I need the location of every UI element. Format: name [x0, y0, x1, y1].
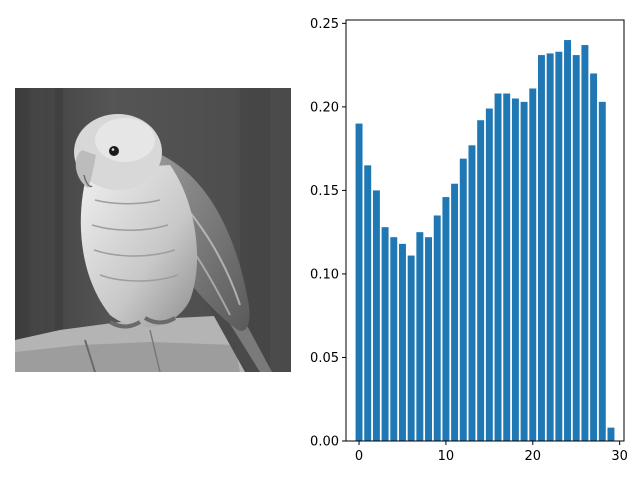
x-axis: 0 10 20 30	[355, 441, 628, 464]
bar-29	[607, 427, 615, 441]
bar-6	[407, 255, 415, 441]
bar-4	[390, 237, 398, 441]
y-tick-label: 0.25	[310, 17, 339, 32]
y-tick-label: 0.00	[310, 435, 339, 450]
bar-10	[442, 197, 450, 441]
bar-22	[546, 53, 554, 442]
bar-20	[529, 88, 537, 441]
bar-8	[425, 237, 433, 441]
bar-19	[520, 101, 528, 441]
bar-3	[381, 227, 389, 441]
bar-24	[564, 40, 572, 442]
y-tick-label: 0.20	[310, 100, 339, 115]
bar-chart: 0.00 0.05 0.10 0.15 0.20 0.25 0 10 20 30	[310, 17, 628, 464]
bar-16	[494, 93, 502, 441]
y-tick-label: 0.10	[310, 267, 339, 282]
y-tick-label: 0.15	[310, 184, 339, 199]
bars-group	[355, 40, 615, 442]
bar-26	[581, 45, 589, 442]
x-tick-label: 20	[525, 449, 542, 464]
x-tick-label: 10	[438, 449, 455, 464]
bar-15	[485, 108, 493, 442]
y-tick-label: 0.05	[310, 351, 339, 366]
bar-17	[503, 93, 511, 441]
x-tick-label: 0	[355, 449, 363, 464]
bar-28	[598, 101, 606, 441]
bar-18	[511, 98, 519, 442]
axes-frame	[345, 19, 625, 442]
bar-5	[398, 243, 406, 441]
y-axis: 0.00 0.05 0.10 0.15 0.20 0.25	[310, 17, 346, 450]
x-tick-label: 30	[611, 449, 628, 464]
bar-0	[355, 123, 363, 441]
bar-13	[468, 145, 476, 442]
bar-21	[537, 55, 545, 441]
bar-27	[590, 73, 598, 441]
bar-25	[572, 55, 580, 441]
parrot-photo-icon	[15, 88, 291, 372]
bar-2	[372, 190, 380, 441]
bar-1	[364, 165, 372, 441]
bar-14	[477, 120, 485, 441]
bar-9	[433, 215, 441, 441]
bar-11	[451, 183, 459, 441]
bar-23	[555, 51, 563, 441]
bar-7	[416, 232, 424, 441]
bar-12	[459, 158, 467, 441]
